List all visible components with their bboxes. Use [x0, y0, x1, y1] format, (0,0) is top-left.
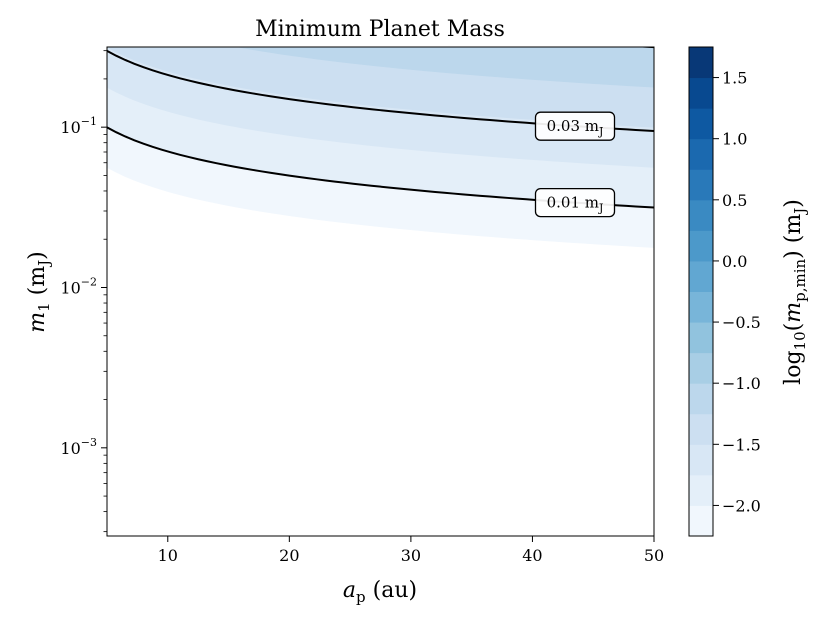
colorbar-band-1 — [689, 474, 713, 506]
x-tick-label-3: 40 — [522, 546, 542, 565]
colorbar-band-15 — [689, 47, 713, 79]
colorbar-band-13 — [689, 108, 713, 140]
colorbar-label: log10(mp,min) (mJ) — [781, 199, 809, 385]
y-tick-label-0: 10−3 — [60, 436, 97, 458]
colorbar-tick-label-0: −2.0 — [722, 496, 761, 515]
colorbar-tick-label-4: 0.0 — [722, 252, 747, 271]
contour-label-5: 0.03 mJ — [534, 111, 616, 141]
svg-text:0.03 mJ: 0.03 mJ — [547, 117, 604, 138]
contour-band-6 — [107, 0, 654, 7]
plot-frame — [106, 46, 655, 537]
colorbar-band-9 — [689, 230, 713, 262]
contour-band-4 — [235, 47, 654, 88]
y-axis-ticks: 10−3 10−2 10−1 — [60, 50, 107, 533]
colorbar-band-3 — [689, 413, 713, 445]
colorbar-band-2 — [689, 444, 713, 476]
contour-labels: 0.03 mJ 0.01 mJ — [534, 111, 616, 218]
colorbar-band-0 — [689, 505, 713, 537]
chart-title: Minimum Planet Mass — [255, 17, 505, 42]
colorbar — [689, 47, 713, 537]
colorbar-band-6 — [689, 322, 713, 354]
x-tick-label-4: 50 — [644, 546, 664, 565]
y-tick-label-2: 10−1 — [60, 115, 97, 137]
colorbar-band-4 — [689, 383, 713, 415]
colorbar-band-7 — [689, 291, 713, 323]
contour-label-6: 0.01 mJ — [534, 187, 616, 218]
colorbar-frame — [688, 46, 714, 537]
colorbar-band-5 — [689, 352, 713, 384]
colorbar-band-11 — [689, 169, 713, 201]
x-tick-label-0: 10 — [158, 546, 178, 565]
colorbar-tick-label-1: −1.5 — [722, 435, 761, 454]
colorbar-tick-label-3: −0.5 — [722, 313, 761, 332]
x-axis-ticks: 10 20 30 40 50 — [158, 536, 664, 565]
svg-text:0.01 mJ: 0.01 mJ — [547, 194, 604, 215]
x-tick-label-1: 20 — [279, 546, 299, 565]
y-axis-label: m1 (mJ) — [25, 251, 53, 332]
colorbar-tick-label-2: −1.0 — [722, 374, 761, 393]
colorbar-band-10 — [689, 199, 713, 231]
colorbar-tick-label-5: 0.5 — [722, 191, 747, 210]
colorbar-band-14 — [689, 77, 713, 109]
y-tick-label-1: 10−2 — [60, 275, 97, 297]
colorbar-band-12 — [689, 138, 713, 170]
colorbar-band-8 — [689, 260, 713, 292]
colorbar-tick-label-6: 1.0 — [722, 130, 747, 149]
x-axis-label: ap (au) — [343, 578, 417, 606]
colorbar-tick-label-7: 1.5 — [722, 69, 747, 88]
colorbar-ticks: −2.0 −1.5 −1.0 −0.5 0.0 0.5 1.0 1.5 — [713, 69, 761, 515]
x-tick-label-2: 30 — [401, 546, 421, 565]
